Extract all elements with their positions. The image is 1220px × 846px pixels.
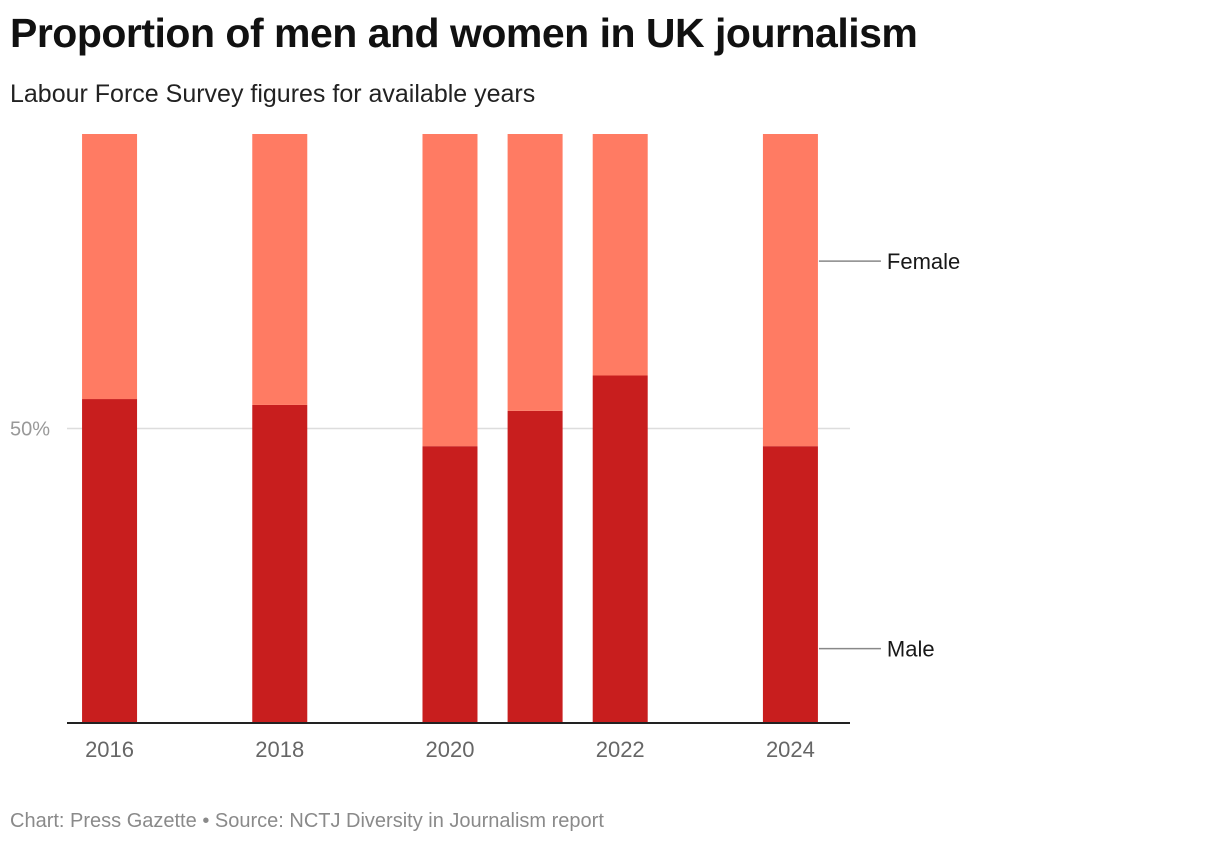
bar-female-2021 xyxy=(507,134,563,411)
bar-male-2022 xyxy=(592,375,648,723)
x-tick-label-2018: 2018 xyxy=(255,737,304,762)
bar-male-2024 xyxy=(762,446,818,723)
bar-female-2020 xyxy=(422,134,478,447)
bar-male-2020 xyxy=(422,446,478,723)
legend-label-male: Male xyxy=(887,637,935,662)
chart-subtitle: Labour Force Survey figures for availabl… xyxy=(10,80,536,108)
bar-female-2024 xyxy=(762,134,818,447)
x-tick-label-2016: 2016 xyxy=(85,737,134,762)
bar-male-2016 xyxy=(82,399,138,723)
footer-separator: • xyxy=(202,810,210,832)
chart-title: Proportion of men and women in UK journa… xyxy=(10,10,918,56)
chart-credit: Chart: Press Gazette xyxy=(10,810,197,832)
bar-female-2022 xyxy=(592,134,648,376)
x-tick-label-2022: 2022 xyxy=(596,737,645,762)
bar-male-2021 xyxy=(507,410,563,723)
legend-label-female: Female xyxy=(887,249,960,274)
x-tick-label-2024: 2024 xyxy=(766,737,815,762)
y-tick-label: 50% xyxy=(10,419,50,441)
bar-female-2018 xyxy=(252,134,308,405)
bar-female-2016 xyxy=(82,134,138,400)
x-tick-label-2020: 2020 xyxy=(426,737,475,762)
chart-source: Source: NCTJ Diversity in Journalism rep… xyxy=(214,810,604,832)
chart-footer: Chart: Press Gazette • Source: NCTJ Dive… xyxy=(10,810,604,833)
bar-male-2018 xyxy=(252,404,308,723)
